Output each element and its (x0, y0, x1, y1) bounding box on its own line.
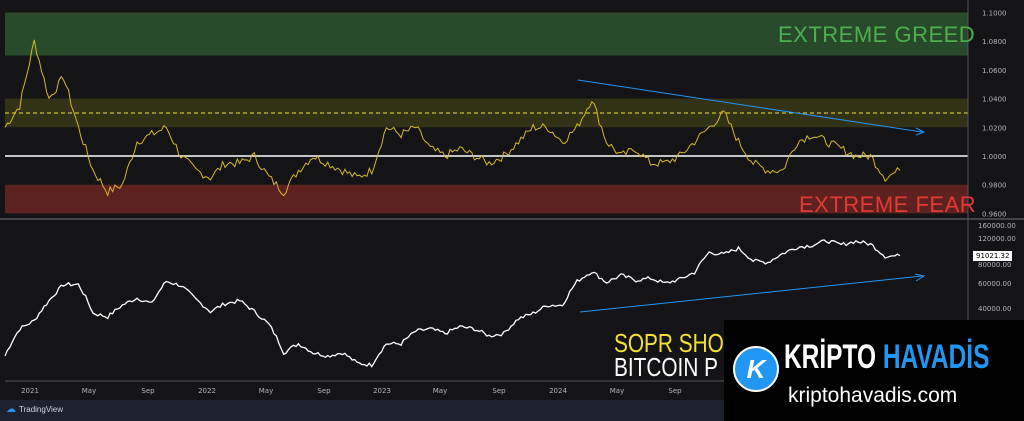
sopr-axis-tick: 1.0200 (982, 124, 1007, 132)
brand-name: KRİPTO HAVADİS (784, 338, 989, 377)
price-axis-tick: 80000.00 (978, 261, 1011, 269)
price-axis-tick: 120000.00 (978, 235, 1016, 243)
watermark-logo: K KRİPTO HAVADİS kriptohavadis.com (724, 320, 1024, 421)
time-axis-tick: May (610, 387, 624, 395)
price-trendline-arrow-icon (914, 273, 926, 282)
time-axis-tick: 2024 (549, 387, 567, 395)
sopr-axis-tick: 1.0600 (982, 67, 1007, 75)
tradingview-icon: ☁ (6, 404, 16, 415)
sopr-trendline (577, 79, 923, 133)
time-axis-tick: 2023 (373, 387, 391, 395)
brand-part-2: HAVADİS (882, 338, 990, 376)
sopr-axis-tick: 1.0400 (982, 96, 1007, 104)
brand-part-1: KRİPTO (784, 338, 877, 376)
price-axis-tick: 160000.00 (978, 222, 1016, 230)
k-logo-icon: K (733, 346, 779, 392)
price-axis-tick: 60000.00 (978, 280, 1011, 288)
price-axis-tick: 40000.00 (978, 305, 1011, 313)
sopr-axis-tick: 0.9600 (982, 210, 1007, 218)
extreme-greed-label: EXTREME GREED (778, 22, 976, 47)
sopr-trendline-arrow-icon (915, 127, 926, 136)
btc-price-series-line (4, 239, 901, 368)
sopr-series-line (4, 39, 901, 198)
sopr-axis-tick: 1.0000 (982, 153, 1007, 161)
time-axis-tick: Sep (141, 387, 155, 395)
zone-band (5, 184, 968, 214)
extreme-fear-label: EXTREME FEAR (799, 192, 977, 217)
tradingview-text: TradingView (19, 405, 64, 414)
time-axis-tick: May (433, 387, 447, 395)
zone-band (5, 98, 968, 128)
time-axis-tick: May (259, 387, 273, 395)
sopr-axis-tick: 0.9800 (982, 182, 1007, 190)
time-axis-tick: Sep (668, 387, 682, 395)
tradingview-logo[interactable]: ☁ TradingView (6, 404, 63, 415)
time-axis-tick: Sep (317, 387, 331, 395)
brand-site: kriptohavadis.com (788, 384, 958, 407)
zone-band (5, 12, 968, 56)
overlay-title-bitcoin: BITCOIN P (614, 352, 719, 382)
last-price-label: 91021.32 (973, 251, 1013, 261)
price-trendline (579, 275, 923, 313)
time-axis-tick: 2022 (198, 387, 216, 395)
sopr-axis-tick: 1.1000 (982, 10, 1007, 18)
overlay-title-sopr: SOPR SHO (614, 328, 724, 358)
time-axis-tick: May (82, 387, 96, 395)
sopr-axis-tick: 1.0800 (982, 38, 1007, 46)
time-axis-tick: 2021 (21, 387, 39, 395)
time-axis-tick: Sep (492, 387, 506, 395)
